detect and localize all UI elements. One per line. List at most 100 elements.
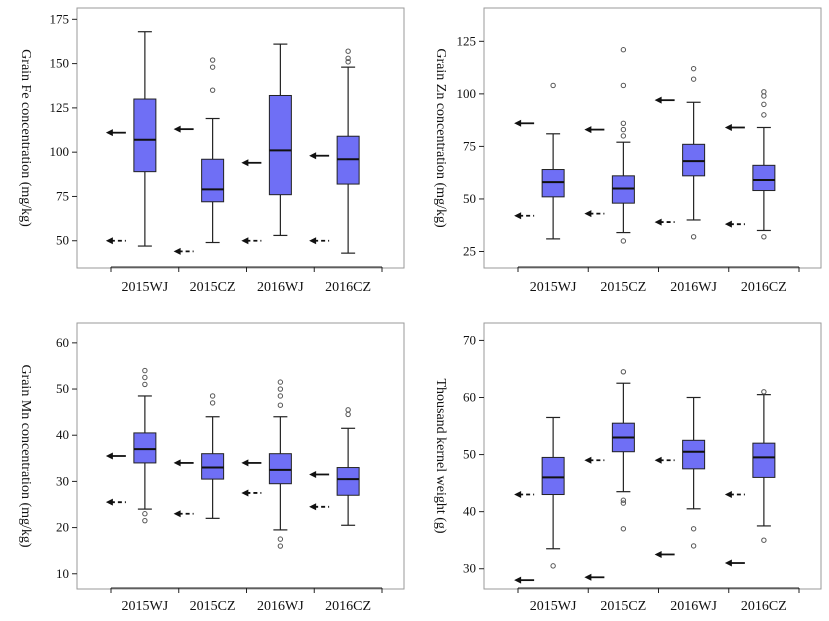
box-2015WJ: [133, 98, 157, 173]
x-category-label: 2016WJ: [670, 599, 717, 614]
dashed-arrow-head: [514, 212, 522, 220]
outlier-point: [620, 497, 627, 503]
panel-2: 25 50 75 100 125 Grain Zn concentration (mg/k…: [433, 7, 822, 295]
dashed-arrow-head: [241, 489, 249, 497]
outlier-point: [209, 87, 216, 93]
outlier-point: [620, 120, 627, 126]
x-category-label: 2016CZ: [741, 280, 787, 295]
dashed-arrow-head: [105, 237, 113, 245]
y-tick-label: 50: [463, 191, 476, 206]
x-category-label: 2016WJ: [670, 280, 717, 295]
panel-3: 10 20 30 40 50 60 Grain Mn concentration (mg/k…: [18, 322, 405, 614]
x-category-label: 2016CZ: [741, 599, 787, 614]
outlier-point: [345, 407, 351, 413]
outlier-point: [690, 234, 697, 240]
y-axis-label: Grain Zn concentration (mg/kg): [433, 48, 448, 228]
outlier-point: [142, 367, 148, 374]
y-tick-label: 40: [56, 427, 69, 442]
panel-4: 30 40 50 60 70 Thousand kernel weight (g) 2015…: [433, 322, 822, 614]
x-category-label: 2015WJ: [122, 280, 169, 295]
outlier-point: [345, 55, 351, 61]
outlier-point: [620, 126, 627, 133]
outlier-point: [142, 374, 148, 381]
x-category-label: 2015WJ: [530, 280, 577, 295]
outlier-point: [620, 369, 627, 375]
y-axis-label: Grain Mn concentration (mg/kg): [18, 364, 33, 547]
x-category-label: 2016WJ: [257, 599, 304, 614]
outlier-point: [277, 379, 284, 385]
y-tick-label: 100: [50, 144, 70, 159]
dashed-arrow-head: [173, 510, 181, 518]
y-tick-label: 10: [56, 566, 69, 581]
outlier-point: [690, 65, 697, 72]
x-category-label: 2015CZ: [190, 280, 236, 295]
outlier-point: [550, 563, 556, 569]
outlier-point: [277, 536, 284, 542]
outlier-point: [761, 89, 767, 95]
outlier-point: [277, 386, 284, 392]
dashed-arrow-head: [309, 503, 317, 511]
outlier-point: [142, 381, 148, 388]
box-2016CZ: [752, 164, 776, 192]
y-axis-label: Grain Fe concentration (mg/kg): [18, 49, 33, 227]
solid-arrow-head: [514, 119, 522, 127]
box-2015WJ: [541, 456, 565, 496]
y-tick-label: 175: [50, 11, 70, 26]
solid-arrow-head: [514, 576, 522, 584]
box-2016CZ: [752, 442, 776, 478]
outlier-point: [277, 393, 284, 399]
y-tick-label: 125: [50, 100, 70, 115]
y-tick-label: 30: [463, 561, 476, 576]
dashed-arrow-head: [584, 456, 592, 464]
outlier-point: [761, 537, 767, 543]
y-tick-label: 125: [457, 33, 477, 48]
dashed-arrow-head: [654, 456, 662, 464]
solid-arrow-head: [173, 459, 181, 467]
outlier-point: [620, 526, 627, 532]
solid-arrow-head: [241, 159, 249, 167]
panel-1: 50 75 100 125 150 175 Grain Fe concentration (…: [18, 7, 405, 295]
y-tick-label: 30: [56, 473, 69, 488]
outlier-point: [620, 133, 627, 139]
y-tick-label: 60: [463, 389, 476, 404]
outlier-point: [209, 64, 216, 70]
box-2015WJ: [541, 169, 565, 198]
x-category-label: 2015CZ: [600, 599, 646, 614]
solid-arrow-head: [654, 96, 662, 104]
y-tick-label: 75: [463, 138, 476, 153]
y-tick-label: 50: [463, 447, 476, 462]
outlier-point: [142, 511, 148, 517]
outlier-point: [209, 393, 216, 399]
dashed-arrow-head: [724, 491, 732, 499]
plot-frame: [483, 7, 822, 269]
outlier-point: [209, 400, 216, 406]
outlier-point: [620, 82, 627, 89]
box-2016WJ: [268, 94, 292, 196]
solid-arrow-head: [241, 459, 249, 467]
outlier-point: [142, 517, 148, 524]
dashed-arrow-head: [514, 491, 522, 499]
y-tick-label: 50: [56, 233, 69, 248]
solid-arrow-head: [105, 452, 113, 460]
solid-arrow-head: [724, 123, 732, 131]
solid-arrow-head: [173, 125, 181, 133]
y-tick-label: 50: [56, 381, 69, 396]
outlier-point: [690, 76, 697, 82]
y-tick-label: 60: [56, 335, 69, 350]
x-category-label: 2016WJ: [257, 280, 304, 295]
dashed-arrow-head: [241, 237, 249, 245]
outlier-point: [209, 57, 216, 63]
solid-arrow-head: [309, 152, 317, 160]
x-category-label: 2015CZ: [600, 280, 646, 295]
solid-arrow-head: [584, 126, 592, 134]
dashed-arrow-head: [309, 237, 317, 245]
y-tick-label: 100: [457, 86, 477, 101]
outlier-point: [761, 234, 767, 240]
box-2015WJ: [133, 432, 157, 464]
box-2015CZ: [611, 175, 635, 204]
y-axis-label: Thousand kernel weight (g): [433, 378, 448, 533]
box-2016WJ: [682, 439, 706, 470]
outlier-point: [277, 402, 284, 408]
x-category-label: 2016CZ: [325, 599, 371, 614]
outlier-point: [761, 101, 767, 108]
